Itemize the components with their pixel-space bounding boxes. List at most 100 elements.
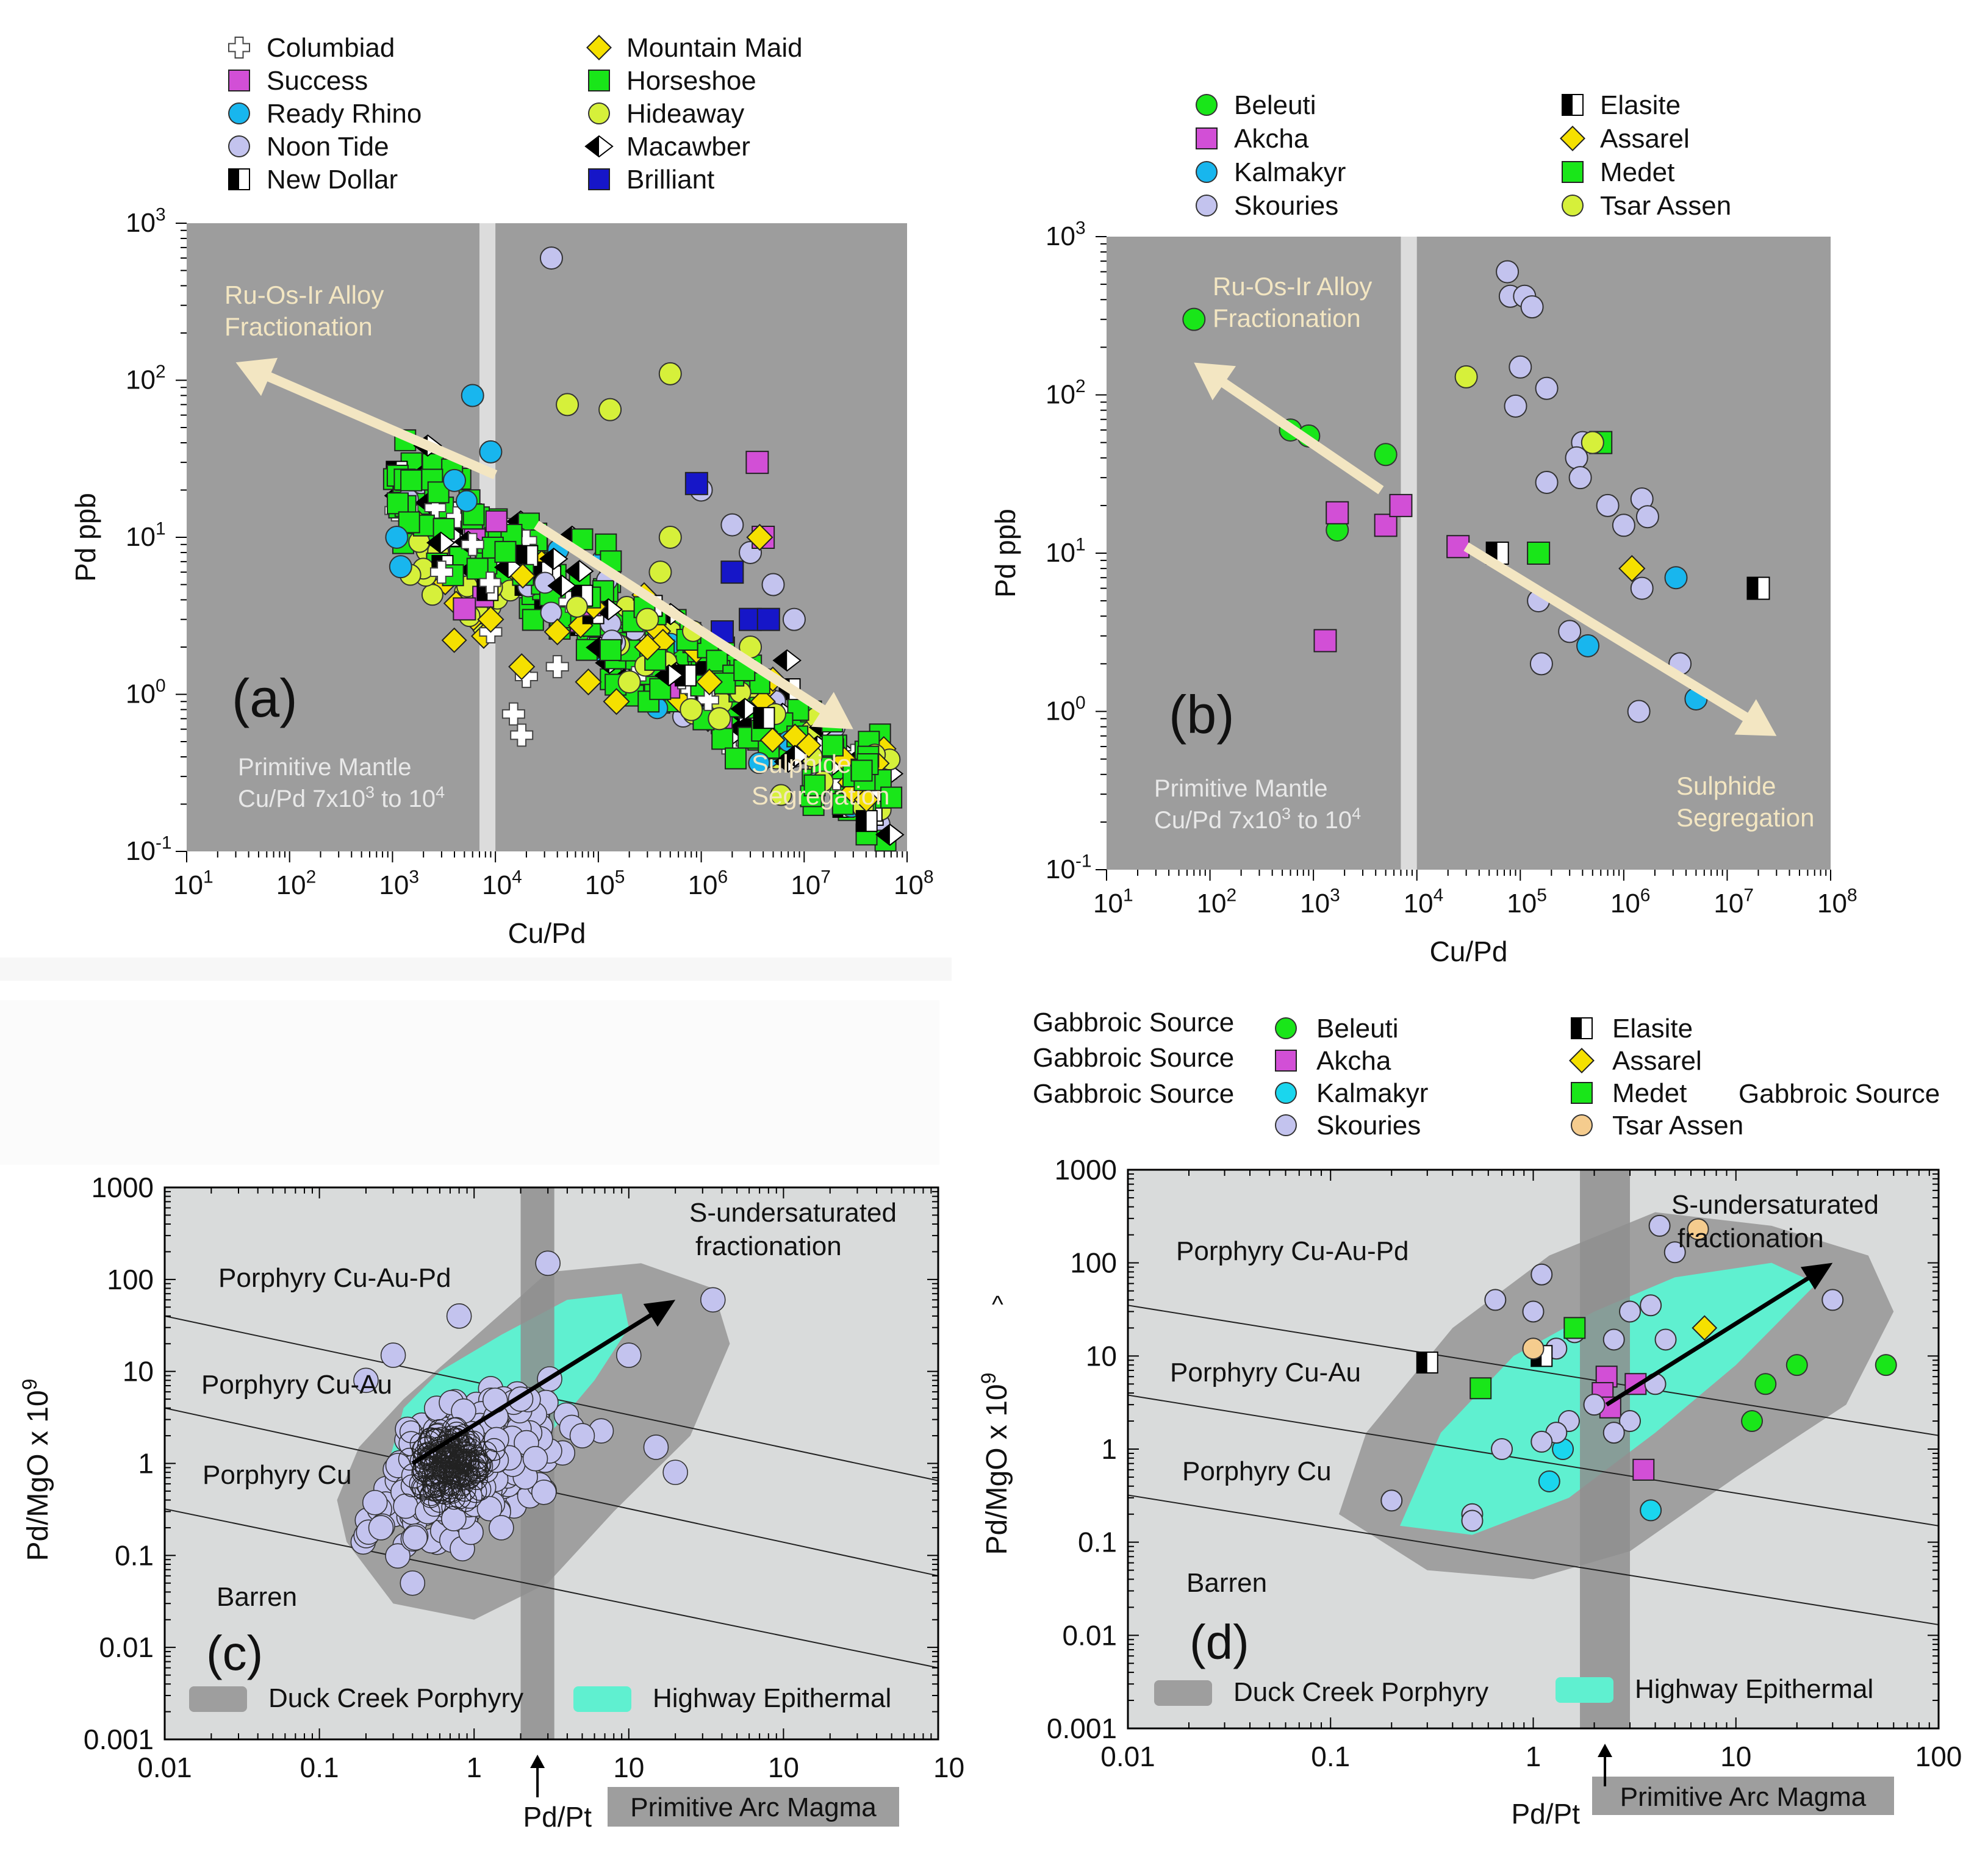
- x-tick-label: 107: [1713, 886, 1754, 918]
- legend-label: Skouries: [1234, 191, 1338, 221]
- gabbroic-source-label: Gabbroic Source: [1739, 1079, 1940, 1109]
- data-point: [880, 786, 903, 809]
- data-point-noon-tide: [761, 573, 785, 596]
- data-point-half: [565, 560, 580, 582]
- region-label: Barren: [1186, 1568, 1267, 1598]
- panel-label: (a): [232, 668, 298, 728]
- data-point-half: [517, 545, 528, 567]
- x-tick-label: 106: [1610, 886, 1651, 918]
- data-point-elasite: [1416, 1352, 1438, 1374]
- legend-label: Success: [267, 66, 368, 96]
- data-point: [510, 563, 536, 589]
- data-point-skouries: [1529, 652, 1553, 676]
- y-tick-label: 100: [126, 676, 166, 709]
- data-point: [380, 1342, 406, 1368]
- data-point-half: [427, 532, 441, 553]
- data-point-success: [453, 597, 476, 621]
- data-point: [540, 601, 562, 624]
- alloy-label-line1: Ru-Os-Ir Alloy: [1213, 272, 1372, 301]
- y-axis-hat: ^: [992, 1291, 1003, 1318]
- legend-label: Akcha: [1316, 1046, 1391, 1076]
- data-point: [770, 784, 792, 806]
- data-point-medet: [1469, 1377, 1492, 1400]
- dense-core-point: [424, 1466, 447, 1489]
- region-label: Porphyry Cu-Au: [201, 1370, 392, 1400]
- dense-core-point: [468, 1453, 492, 1476]
- data-point-half: [548, 575, 562, 596]
- data-point: [730, 698, 759, 720]
- legend-label: Tsar Assen: [1612, 1111, 1743, 1140]
- legend-marker: [1562, 161, 1584, 183]
- panel-c: 0.01 0.1 1 10 10 100.0010.010.11101001000Pd/P…: [18, 1172, 964, 1833]
- legend-label: Beleuti: [1316, 1014, 1399, 1044]
- data-point: [489, 1515, 514, 1541]
- y-tick-label: 101: [1046, 535, 1086, 568]
- dense-core-point: [463, 1455, 487, 1479]
- data-point-hideaway: [708, 707, 731, 731]
- data-point-skouries: [1522, 1300, 1545, 1323]
- arrow-sulphide-segregation-head: [1734, 699, 1777, 736]
- dense-core-point: [445, 1456, 469, 1479]
- data-point: [643, 1434, 669, 1460]
- dense-core-point: [454, 1489, 478, 1513]
- data-point-skouries: [1496, 260, 1520, 284]
- data-point-half: [540, 548, 554, 570]
- data-point-skouries: [1630, 576, 1654, 600]
- arc-magma-box: [608, 1787, 899, 1827]
- y-tick-label: 101: [126, 519, 166, 552]
- legend-label: Akcha: [1234, 124, 1309, 154]
- data-point-tsar-assen: [1581, 431, 1604, 454]
- data-point-medet: [1527, 542, 1551, 565]
- alloy-label-line2: Fractionation: [1213, 304, 1361, 332]
- data-point-skouries: [1530, 1263, 1553, 1286]
- data-point: [539, 548, 569, 570]
- data-point: [362, 1489, 388, 1516]
- y-tick-label: 0.01: [1062, 1619, 1117, 1651]
- data-point: [706, 650, 728, 672]
- data-point-mountain-maid: [634, 633, 661, 661]
- data-point-elasite-half: [1747, 577, 1759, 600]
- legend-marker-half: [1571, 1018, 1582, 1039]
- y-tick-label: 102: [126, 362, 166, 395]
- legend-marker: [1275, 1050, 1297, 1072]
- data-point: [353, 1367, 379, 1394]
- data-point-columbiad: [429, 560, 453, 584]
- data-point-columbiad: [545, 655, 569, 679]
- mantle-label-line2: Cu/Pd 7x103 to 104: [238, 783, 445, 812]
- legend-label: Kalmakyr: [1316, 1078, 1428, 1108]
- x-tick-label: 105: [1507, 886, 1547, 918]
- data-point-kalmakyr: [1538, 1470, 1560, 1492]
- data-point-skouries: [1602, 1422, 1625, 1444]
- data-point: [479, 571, 501, 594]
- arrow-label-line2: fractionation: [695, 1231, 842, 1261]
- legend-label: New Dollar: [267, 165, 398, 195]
- data-point-ready-rhino: [479, 440, 503, 464]
- legend-label: Mountain Maid: [626, 33, 803, 63]
- legend-label: Macawber: [626, 132, 750, 162]
- y-tick-label: 1000: [1055, 1154, 1117, 1186]
- dense-core-point: [465, 1447, 489, 1470]
- data-point-elasite-half: [1416, 1352, 1427, 1373]
- y-tick-label: 10: [123, 1356, 154, 1387]
- alloy-label-line1: Ru-Os-Ir Alloy: [224, 281, 384, 309]
- legend-marker: [588, 168, 610, 190]
- data-point-ready-rhino: [385, 526, 409, 549]
- data-point: [441, 627, 467, 653]
- blank-area: [0, 1000, 939, 1165]
- panel-label: (b): [1169, 684, 1235, 745]
- data-point: [850, 759, 873, 782]
- panel-d: 0.01 0.1 1 10 1000.0010.010.11101001000Pd/Pt…: [977, 1008, 1962, 1830]
- data-point-half: [781, 745, 795, 767]
- legend-marker: [1560, 126, 1585, 151]
- legend-marker-half: [229, 169, 239, 190]
- data-point: [402, 1525, 428, 1551]
- dense-core-point: [447, 1425, 470, 1448]
- x-tick-label: 108: [894, 867, 934, 900]
- legend-marker: [1196, 94, 1218, 116]
- region-label: Porphyry Cu-Au-Pd: [218, 1263, 451, 1293]
- data-point-elasite: [1746, 576, 1770, 600]
- y-tick-label: 10-1: [1046, 851, 1092, 884]
- data-point-skouries: [1821, 1289, 1844, 1311]
- data-point-beleuti: [1754, 1373, 1777, 1395]
